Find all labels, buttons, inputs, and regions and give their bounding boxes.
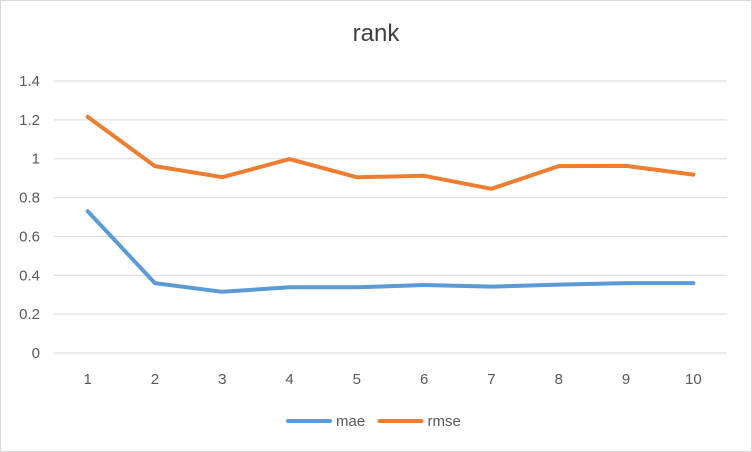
y-tick-label: 0.4 xyxy=(19,267,40,284)
x-tick-label: 9 xyxy=(622,371,630,388)
x-tick-label: 2 xyxy=(151,371,159,388)
y-tick-label: 1.2 xyxy=(19,112,40,129)
x-tick-label: 1 xyxy=(83,371,91,388)
legend-label-mae: mae xyxy=(336,413,365,430)
y-tick-label: 1.4 xyxy=(19,73,40,90)
x-tick-label: 4 xyxy=(285,371,293,388)
x-tick-label: 7 xyxy=(487,371,495,388)
x-tick-label: 8 xyxy=(555,371,563,388)
y-tick-label: 0.8 xyxy=(19,190,40,207)
y-tick-label: 0 xyxy=(32,345,40,362)
series-lines xyxy=(85,114,696,294)
x-tick-label: 6 xyxy=(420,371,428,388)
x-tick-label: 3 xyxy=(218,371,226,388)
y-axis-tick-labels: 0 0.2 0.4 0.6 0.8 1 1.2 1.4 xyxy=(19,73,40,362)
series-line-mae xyxy=(85,209,696,294)
y-tick-label: 0.6 xyxy=(19,228,40,245)
legend-label-rmse: rmse xyxy=(428,413,461,430)
y-tick-label: 1 xyxy=(32,151,40,168)
x-tick-label: 10 xyxy=(685,371,702,388)
legend: mae rmse xyxy=(286,413,461,430)
x-axis-tick-labels: 1 2 3 4 5 6 7 8 9 10 xyxy=(83,371,701,388)
x-tick-label: 5 xyxy=(353,371,361,388)
chart-title: rank xyxy=(352,20,400,47)
gridlines xyxy=(54,80,727,354)
y-tick-label: 0.2 xyxy=(19,306,40,323)
series-line-rmse xyxy=(85,114,696,191)
